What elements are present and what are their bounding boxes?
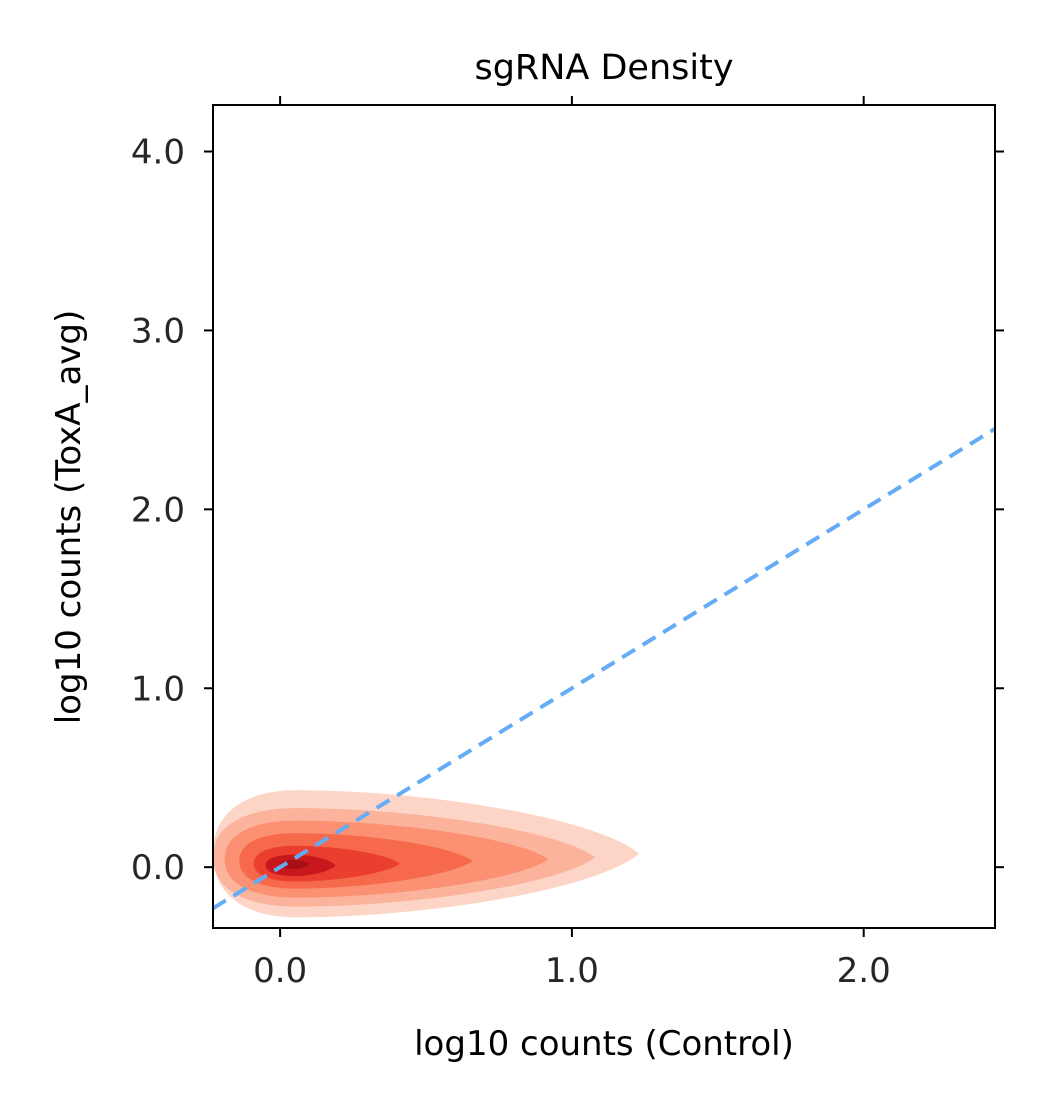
reference-line bbox=[213, 427, 995, 911]
x-tick-label: 2.0 bbox=[837, 951, 891, 991]
density-contour-level-7 bbox=[280, 860, 310, 869]
axis-ticks bbox=[204, 96, 1004, 937]
y-tick-label: 1.0 bbox=[131, 669, 185, 709]
chart-title: sgRNA Density bbox=[474, 48, 733, 88]
y-tick-label: 3.0 bbox=[131, 311, 185, 351]
y-tick-label: 4.0 bbox=[131, 133, 185, 173]
density-contours bbox=[213, 790, 640, 918]
y-axis-label: log10 counts (ToxA_avg) bbox=[49, 310, 89, 725]
tick-labels: 0.0 1.0 2.0 0.0 1.0 2.0 3.0 4.0 bbox=[131, 133, 891, 991]
x-axis-label: log10 counts (Control) bbox=[414, 1024, 794, 1064]
reference-line-group bbox=[213, 427, 995, 911]
x-tick-label: 0.0 bbox=[253, 951, 307, 991]
plot-frame bbox=[212, 104, 996, 929]
x-tick-label: 1.0 bbox=[545, 951, 599, 991]
y-tick-label: 2.0 bbox=[131, 490, 185, 530]
y-tick-label: 0.0 bbox=[131, 848, 185, 888]
